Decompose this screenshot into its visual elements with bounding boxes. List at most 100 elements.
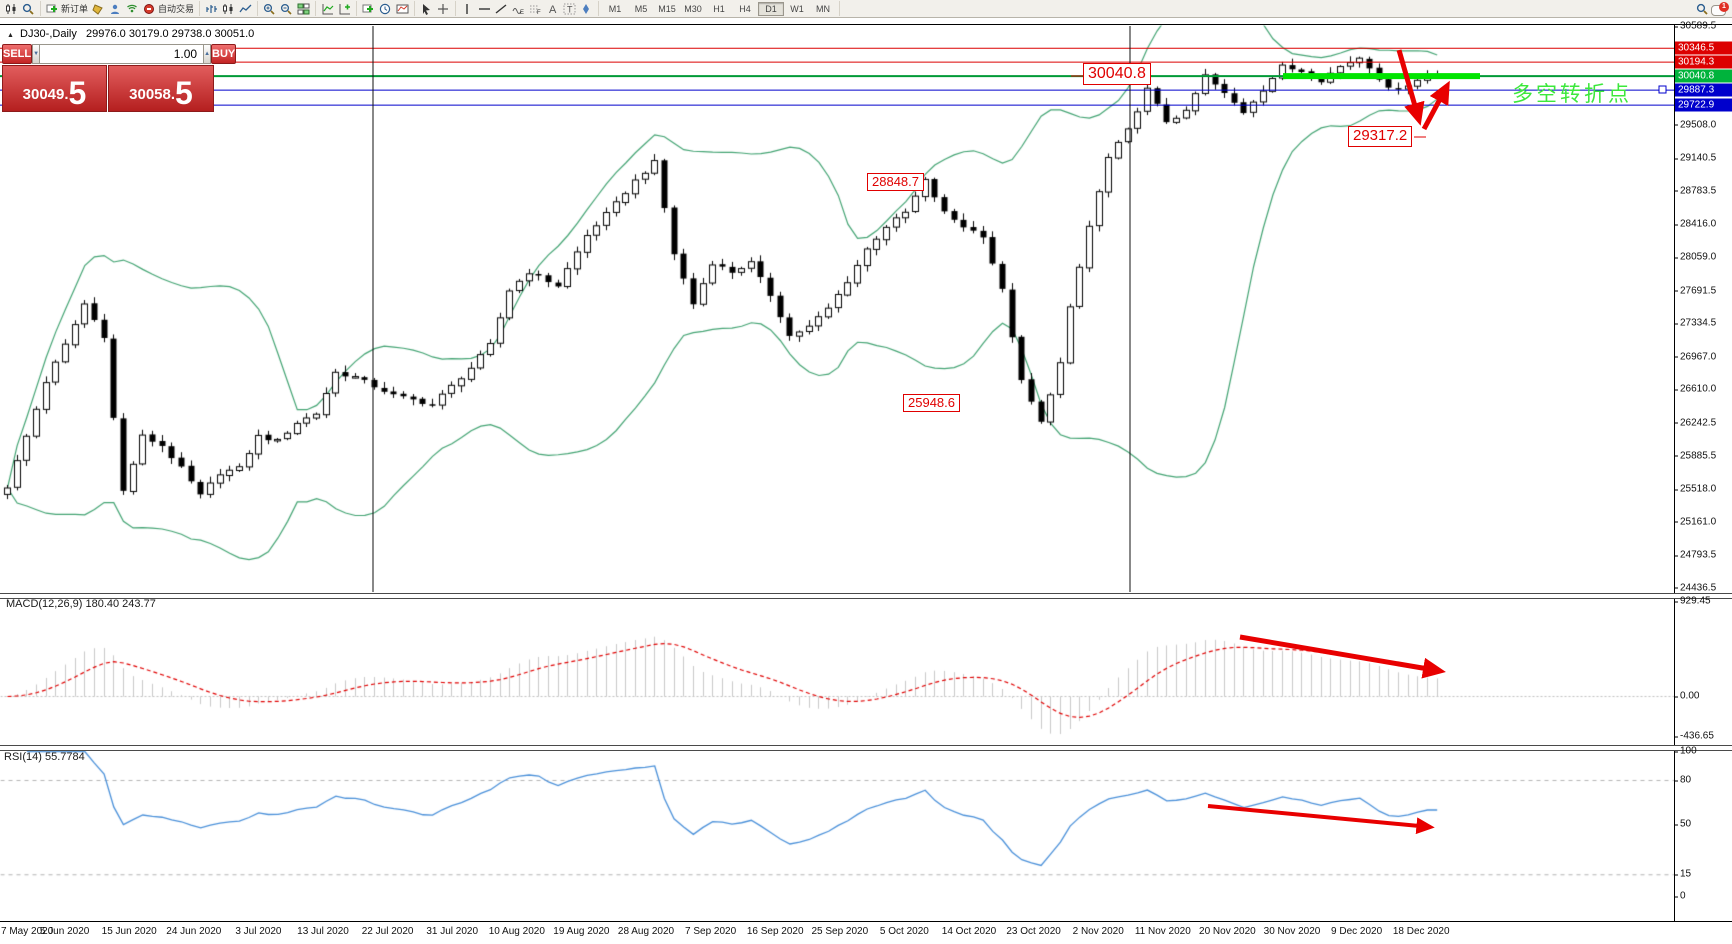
date-tick-label: 15 Jun 2020 [101, 926, 157, 937]
tile-windows-icon[interactable] [295, 2, 312, 16]
price-tick: 30589.5 [1673, 20, 1717, 32]
date-tick-label: 25 Sep 2020 [811, 926, 869, 937]
zoom-in-icon[interactable] [261, 2, 278, 16]
symbol-period-label: DJ30-,Daily [20, 28, 77, 40]
trendline-icon[interactable] [493, 2, 510, 16]
rsi-tick: 100 [1674, 745, 1697, 757]
notifications-button[interactable]: 1 [1711, 1, 1729, 16]
arrows-icon[interactable] [578, 2, 595, 16]
date-tick-label: 10 Aug 2020 [488, 926, 545, 937]
timeframe-h4[interactable]: H4 [739, 3, 751, 14]
timeframe-h1[interactable]: H1 [713, 3, 725, 14]
profile-icon[interactable] [107, 2, 124, 16]
notification-count-badge: 1 [1719, 1, 1729, 12]
price-badge-30194.3: 30194.3 [1675, 55, 1732, 69]
price-tick: 27334.5 [1673, 317, 1717, 329]
svg-text:A: A [549, 4, 557, 15]
price-tick: 27691.5 [1673, 285, 1717, 297]
styler-icon[interactable] [90, 2, 107, 16]
chart-window-icon[interactable] [3, 2, 20, 16]
support-highlight-segment[interactable] [1283, 73, 1480, 80]
buy-price-main: 30058. [129, 86, 176, 103]
price-annotation-25948.6[interactable]: 25948.6 [903, 394, 960, 413]
cursor-icon[interactable] [418, 2, 435, 16]
rsi-pane-splitter[interactable] [0, 745, 1732, 751]
templates-icon-glyph [396, 3, 409, 15]
fibonacci-icon[interactable]: F [527, 2, 544, 16]
date-tick-label: 13 Jul 2020 [297, 926, 349, 937]
trend-note-text[interactable]: 多空转折点 [1512, 83, 1632, 106]
add-chart-icon[interactable] [360, 2, 377, 16]
timeframe-m15[interactable]: M15 [658, 3, 676, 14]
price-annotation-28848.7[interactable]: 28848.7 [867, 173, 924, 192]
styler-icon-glyph [92, 3, 105, 15]
profile-icon-glyph [109, 3, 122, 15]
timeframe-d1[interactable]: D1 [758, 1, 785, 16]
label-icon[interactable]: T [561, 2, 578, 16]
search-button[interactable] [1694, 2, 1711, 16]
macd-tick: -436.65 [1674, 730, 1714, 742]
bar-chart-icon-glyph [205, 3, 218, 15]
red-trend-arrow [1396, 49, 1425, 126]
autotrade-button[interactable]: 自动交易 [141, 2, 196, 16]
collapse-triangle-icon[interactable]: ▲ [7, 32, 14, 39]
indicators-icon[interactable] [319, 2, 336, 16]
red-trend-arrow [1239, 634, 1446, 679]
line-chart-icon[interactable] [237, 2, 254, 16]
price-tick: 26610.0 [1673, 383, 1717, 395]
periods-icon[interactable] [377, 2, 394, 16]
price-tick: 26242.5 [1673, 417, 1717, 429]
signals-icon-glyph [126, 3, 139, 15]
timeframe-m30[interactable]: M30 [684, 3, 702, 14]
indicators-add-icon[interactable] [336, 2, 353, 16]
buy-price-panel[interactable]: 30058. 5 [108, 65, 214, 112]
bar-chart-icon[interactable] [203, 2, 220, 16]
crosshair-icon-glyph [437, 3, 450, 15]
volume-input[interactable] [40, 44, 204, 64]
indicators-icon-glyph [321, 3, 334, 15]
date-tick-label: 23 Oct 2020 [1006, 926, 1061, 937]
date-tick-label: 3 Jul 2020 [235, 926, 282, 937]
templates-icon[interactable] [394, 2, 411, 16]
zoom-in-icon-glyph [263, 3, 276, 15]
buy-button[interactable]: BUY [211, 44, 237, 64]
rsi-tick: 15 [1673, 868, 1692, 880]
sell-price-panel[interactable]: 30049. 5 [2, 65, 107, 112]
quick-search-icon[interactable] [20, 2, 37, 16]
main-toolbar: 新订单 自动交易 E F A T M1 M5 M15 M30 H1 H4 D1 W1 MN 1 [0, 0, 1732, 18]
equidistant-channel-icon[interactable]: E [510, 2, 527, 16]
volume-decrease-button[interactable]: ▼ [32, 44, 41, 64]
price-tick: 26967.0 [1673, 351, 1717, 363]
text-icon[interactable]: A [544, 2, 561, 16]
timeframe-mn[interactable]: MN [816, 3, 831, 14]
price-annotation-30040.8[interactable]: 30040.8 [1083, 63, 1151, 85]
date-tick-label: 24 Jun 2020 [166, 926, 222, 937]
price-annotation-29317.2[interactable]: 29317.2 [1348, 126, 1413, 147]
rsi-label: RSI(14) 55.7784 [4, 751, 85, 763]
horizontal-line-icon[interactable] [476, 2, 493, 16]
volume-increase-button[interactable]: ▲ [203, 44, 212, 64]
macd-tick: 929.45 [1674, 595, 1711, 607]
equidistant-channel-icon-glyph: E [512, 3, 525, 15]
macd-pane-splitter[interactable] [0, 593, 1732, 599]
date-tick-label: 2 Nov 2020 [1072, 926, 1124, 937]
timeframe-m5[interactable]: M5 [634, 3, 648, 14]
new-order-button[interactable]: 新订单 [44, 2, 90, 16]
search-icon [1696, 3, 1709, 15]
chart-canvas[interactable] [0, 0, 1676, 944]
timeframe-w1[interactable]: W1 [790, 3, 804, 14]
candlestick-chart-icon[interactable] [220, 2, 237, 16]
price-tick: 28783.5 [1673, 185, 1717, 197]
timeframe-m1[interactable]: M1 [608, 3, 622, 14]
signals-icon[interactable] [124, 2, 141, 16]
vertical-line-icon[interactable] [459, 2, 476, 16]
rsi-tick: 50 [1673, 818, 1692, 830]
hline-drag-handle[interactable] [1658, 85, 1667, 94]
sell-button[interactable]: SELL [2, 44, 33, 64]
zoom-out-icon[interactable] [278, 2, 295, 16]
crosshair-icon[interactable] [435, 2, 452, 16]
auto-trading-label: 自动交易 [158, 4, 195, 14]
macd-label: MACD(12,26,9) 180.40 243.77 [6, 598, 156, 610]
